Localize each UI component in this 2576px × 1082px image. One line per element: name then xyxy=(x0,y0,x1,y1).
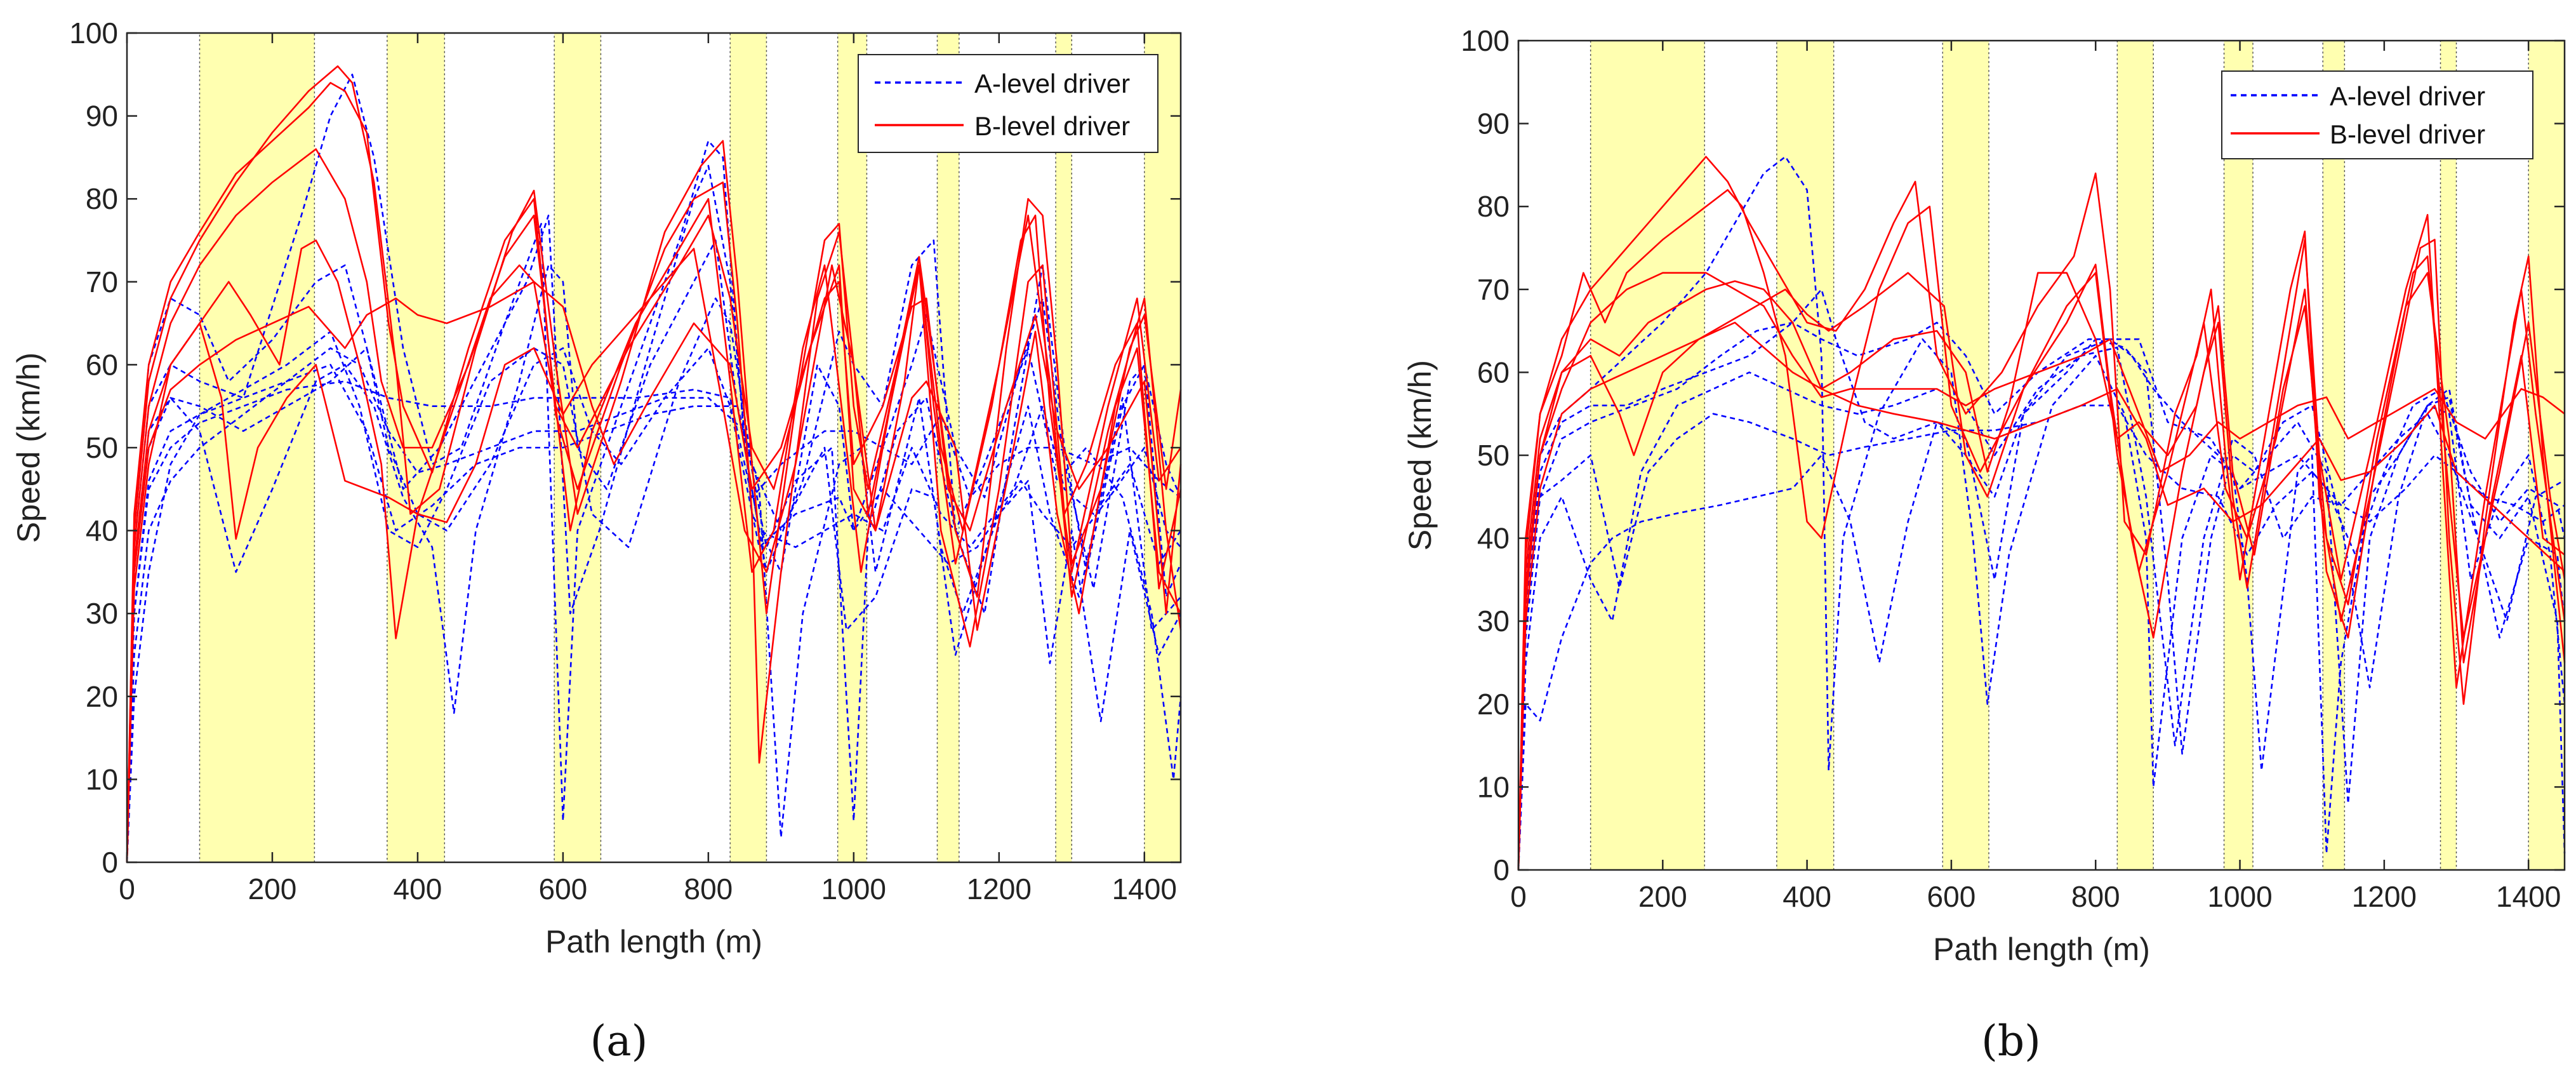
series-b-level-driver xyxy=(126,65,1182,863)
y-tick-label: 30 xyxy=(1477,604,1510,638)
b-level-run-4 xyxy=(1517,272,2565,871)
x-tick-label: 1200 xyxy=(2352,880,2417,913)
highlight-band-6 xyxy=(2322,40,2346,871)
x-tick-label: 200 xyxy=(248,872,297,905)
y-tick-label: 100 xyxy=(1461,24,1510,57)
x-tick-label: 600 xyxy=(1927,880,1976,913)
x-axis-label: Path length (m) xyxy=(1933,932,2150,967)
a-level-run-5 xyxy=(126,347,1182,863)
y-tick-label: 80 xyxy=(86,182,118,215)
a-level-run-2 xyxy=(1517,321,2566,871)
x-tick-label: 400 xyxy=(1783,880,1831,913)
legend: A-level driver B-level driver xyxy=(2221,70,2533,159)
b-level-run-3 xyxy=(1517,255,2566,871)
legend-entry-b-level: B-level driver xyxy=(2330,119,2485,149)
a-level-run-8 xyxy=(126,297,1181,863)
x-axis-ticks: 0 200 400 600 800 1000 1200 1400 xyxy=(1510,41,2561,913)
y-tick-label: 50 xyxy=(1477,439,1510,472)
x-tick-label: 800 xyxy=(2071,880,2120,913)
b-level-run-3 xyxy=(126,148,1182,863)
b-level-run-2 xyxy=(1517,189,2566,871)
b-level-run-6 xyxy=(126,281,1182,863)
y-axis-label: Speed (km/h) xyxy=(11,352,46,543)
highlight-band-1 xyxy=(1590,40,1705,871)
highlight-band-5 xyxy=(2223,40,2254,871)
highlight-band-2 xyxy=(1776,40,1835,871)
x-tick-label: 600 xyxy=(539,872,588,905)
b-level-run-1 xyxy=(126,65,1182,863)
x-tick-label: 200 xyxy=(1638,880,1687,913)
highlight-band-4 xyxy=(2116,40,2154,871)
a-level-run-2 xyxy=(126,239,1182,863)
y-tick-label: 30 xyxy=(86,597,118,630)
y-tick-label: 10 xyxy=(1477,770,1510,803)
y-tick-label: 0 xyxy=(102,846,118,879)
y-tick-label: 60 xyxy=(1477,356,1510,389)
x-tick-label: 0 xyxy=(1510,880,1527,913)
x-tick-label: 400 xyxy=(394,872,442,905)
a-level-run-1 xyxy=(1517,156,2566,871)
legend-box xyxy=(858,54,1159,153)
b-level-run-5 xyxy=(1517,272,2565,871)
b-level-run-4 xyxy=(126,197,1182,863)
series-b-level-driver xyxy=(1517,156,2566,871)
legend-box xyxy=(2221,70,2533,159)
x-axis-ticks: 0 200 400 600 800 1000 1200 1400 xyxy=(119,33,1177,905)
panel-label-b: (b) xyxy=(1981,1017,2041,1065)
y-tick-label: 20 xyxy=(1477,688,1510,721)
legend: A-level driver B-level driver xyxy=(858,54,1159,153)
x-tick-label: 800 xyxy=(684,872,733,905)
y-tick-label: 70 xyxy=(1477,273,1510,306)
x-tick-label: 0 xyxy=(119,872,135,905)
x-tick-label: 1400 xyxy=(2496,880,2561,913)
chart-panel-a: 0 200 400 600 800 1000 1200 1400 0 10 20 30 40 50 60 7… xyxy=(11,17,1182,1065)
x-tick-label: 1200 xyxy=(967,872,1032,905)
x-tick-label: 1000 xyxy=(2207,880,2272,913)
x-tick-label: 1400 xyxy=(1112,872,1177,905)
a-level-run-3 xyxy=(126,380,1181,863)
x-axis-label: Path length (m) xyxy=(545,924,762,959)
panel-label-a: (a) xyxy=(590,1017,648,1065)
series-a-level-driver xyxy=(126,74,1182,863)
y-axis-ticks: 0 10 20 30 40 50 60 70 80 90 100 xyxy=(69,17,1181,879)
y-axis-ticks: 0 10 20 30 40 50 60 70 80 90 100 xyxy=(1461,24,2565,886)
y-tick-label: 90 xyxy=(86,100,118,133)
a-level-run-1 xyxy=(126,264,1181,863)
y-tick-label: 70 xyxy=(86,265,118,298)
legend-entry-a-level: A-level driver xyxy=(2330,81,2485,111)
b-level-run-6 xyxy=(1517,321,2565,871)
legend-entry-b-level: B-level driver xyxy=(974,111,1130,141)
y-axis-label: Speed (km/h) xyxy=(1402,360,1438,551)
chart-panel-b: 0 200 400 600 800 1000 1200 1400 0 10 20 30 40 50 60 7… xyxy=(1402,24,2566,1065)
legend-entry-a-level: A-level driver xyxy=(974,69,1130,98)
y-tick-label: 60 xyxy=(86,348,118,381)
y-tick-label: 50 xyxy=(86,431,118,464)
a-level-run-3 xyxy=(1517,338,2566,871)
y-tick-label: 10 xyxy=(86,763,118,796)
series-a-level-driver xyxy=(1517,156,2566,871)
y-tick-label: 0 xyxy=(1493,853,1510,886)
y-tick-label: 20 xyxy=(86,680,118,713)
y-tick-label: 80 xyxy=(1477,190,1510,223)
y-tick-label: 100 xyxy=(69,17,118,50)
x-tick-label: 1000 xyxy=(821,872,886,905)
a-level-run-6 xyxy=(1517,346,2565,871)
b-level-run-1 xyxy=(1517,156,2566,871)
b-level-run-2 xyxy=(126,82,1182,863)
a-level-run-7 xyxy=(126,164,1182,863)
y-tick-label: 40 xyxy=(86,514,118,547)
b-level-run-5 xyxy=(126,248,1182,863)
highlight-bands xyxy=(1590,40,2565,871)
y-tick-label: 40 xyxy=(1477,522,1510,555)
y-tick-label: 90 xyxy=(1477,107,1510,140)
